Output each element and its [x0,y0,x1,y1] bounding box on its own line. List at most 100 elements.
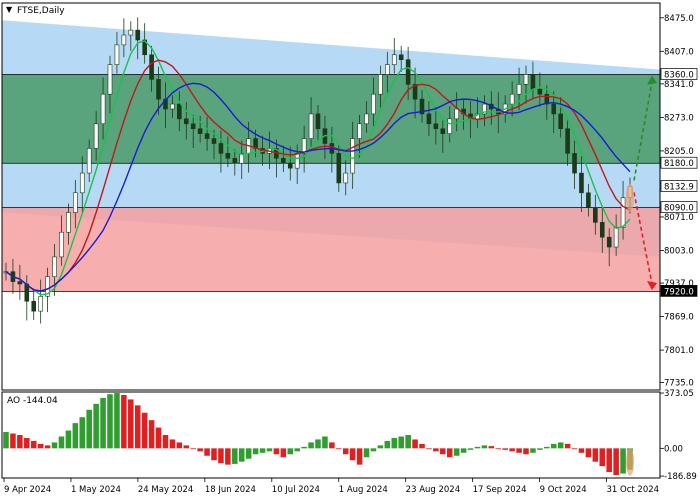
forecast-up-arrowhead [647,75,657,85]
ao-bar [363,448,370,458]
collapse-icon[interactable]: ▼ [6,5,13,14]
candle-body [620,197,626,228]
ao-bar [329,442,335,449]
candle-body [232,157,238,164]
candle-body [371,93,376,115]
x-tick-label: 10 Jul 2024 [272,485,320,495]
y-tick-label: 7801.0 [664,346,694,356]
candle-body [530,74,536,90]
price-tag-resistance-1: 8180.0 [664,159,694,169]
ao-bar [453,448,460,456]
ao-bar [134,405,141,449]
ao-bar [440,448,446,455]
ma-mid-line [5,59,631,292]
ao-bar [342,448,349,455]
ma-slow-line [5,82,631,292]
candle-body [537,88,543,95]
x-tick-label: 9 Oct 2024 [540,485,587,495]
candle-body [433,123,439,130]
candle-body [114,44,120,65]
ao-bar [426,448,432,450]
forecast-down-arrow [633,192,653,285]
candle-body [239,153,245,164]
ao-bar [37,443,44,449]
candle-body [45,276,50,297]
ao-bar [225,448,231,465]
ao-bar [252,448,259,455]
candle-body [204,133,210,139]
ao-bar [599,448,606,467]
ao-plot [3,393,634,476]
x-tick-label: 18 Jun 2024 [205,485,256,495]
ao-bar [481,445,488,449]
ao-bar [211,448,217,461]
ao-bar [266,448,273,452]
y-tick-label: 8273.0 [664,113,694,123]
y-tick-label: 8475.0 [664,14,694,24]
candle-body [149,54,154,80]
ao-bar [121,394,127,449]
ao-bar [530,448,536,453]
ao-bar [315,439,321,449]
ao-bar [349,448,356,461]
ao-bar [460,448,467,453]
ao-bar [238,448,245,462]
ma-fast-line [5,40,631,296]
forecast-down-arrowhead [647,281,657,291]
ao-bar [204,448,210,456]
y-tick-label: 8205.0 [664,147,694,157]
candle-body [405,59,411,85]
candle-body [385,64,390,75]
candle-body [606,236,612,248]
ao-bar [585,448,592,458]
ao-bar [502,448,508,450]
ao-bar [391,437,398,449]
ao-bar [10,433,16,449]
candle-body [225,153,231,159]
ao-bar [259,448,266,453]
ao-bar [509,448,515,452]
candle-body [294,153,300,169]
candle-body [52,256,57,277]
candle-body [24,283,30,302]
candle-body [579,172,584,194]
ao-bar [58,436,65,449]
y-tick-label: 7937.0 [664,279,694,289]
ao-bar [232,448,238,464]
y-tick-label: 8341.0 [664,80,694,90]
candle-body [426,113,432,125]
candle-body [31,300,37,312]
y-tick-label: 8071.0 [664,213,694,223]
candle-body [440,128,446,134]
ao-last-highlight [626,447,634,476]
support-zone [2,207,660,292]
ao-bar [322,436,328,449]
candle-body [551,103,557,115]
x-tick-label: 1 May 2024 [71,485,121,495]
ao-bar [613,448,619,476]
x-tick-label: 1 Aug 2024 [339,485,388,495]
ao-label: AO -144.04 [7,396,58,406]
ao-bar [620,448,626,474]
ao-bar [183,445,190,449]
ao-bar [17,435,23,449]
ao-bar [446,448,453,458]
ao-bar [197,448,203,452]
candle-body [93,123,99,149]
y-tick-label: 7735.0 [664,379,694,389]
ao-bar [467,448,474,450]
candle-body [190,123,196,130]
ao-bar [564,443,571,449]
price-tag-support-2: 7920.0 [664,287,694,297]
ao-bar [218,448,224,464]
candle-body [66,212,71,233]
ao-bar [516,448,522,453]
ao-bar [336,448,342,450]
candle-body [170,103,175,110]
ao-bar [433,448,439,452]
forecast-up-arrow [633,81,653,181]
ao-bar [412,439,418,449]
